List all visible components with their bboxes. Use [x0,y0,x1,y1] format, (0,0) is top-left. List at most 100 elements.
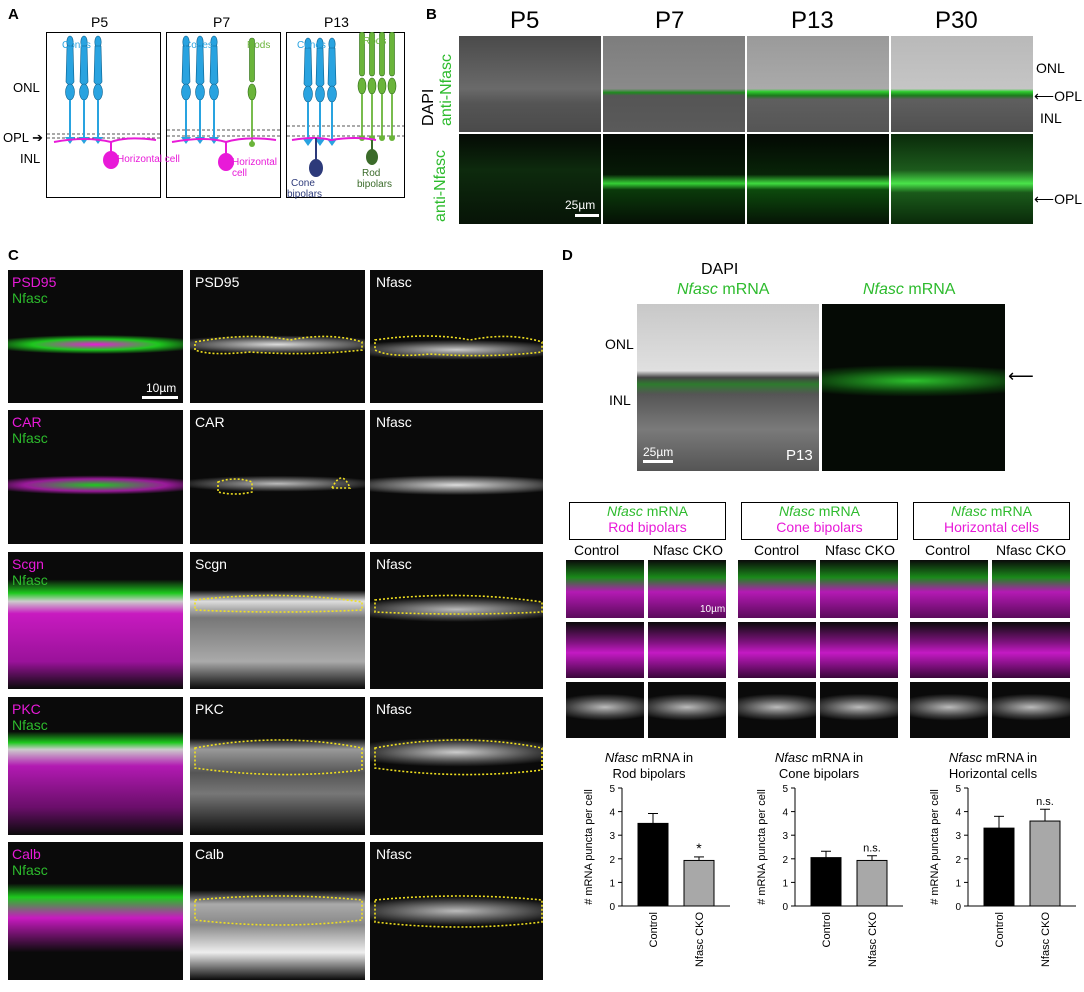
chart3-svg: 0 1 2 3 4 5 # mRNA puncta per cell Control Nfasc… [929,784,1076,967]
c-r3-nfasc-label: Nfasc [376,556,412,572]
d-small-img-r1-c5 [910,560,988,618]
a-horizontal-p7: Horizontal [232,157,278,168]
d-g3-cko: Nfasc CKO [996,542,1067,558]
panel-c-letter: C [8,247,19,264]
d-small-img-r1-c2 [648,560,726,618]
c-r3-merge-top: Scgn [12,556,44,572]
y-tick-label: 2 [609,855,615,866]
c-r2-nfasc-label: Nfasc [376,414,412,430]
x-tick-label: Nfasc CKO [694,912,706,967]
a-opl-label: OPL ➔ [3,130,44,145]
c-r2-nfasc [370,410,543,544]
a-rod-bipolars-1: Rod [362,168,381,179]
d-onl-label: ONL [605,336,634,352]
a-cone-bipolars-2: bipolars [287,189,323,200]
a-cones-p5: Cones [62,40,91,51]
d-g1-control: Control [574,542,620,558]
panel-a-diagram [46,32,405,198]
y-tick-label: 1 [609,878,615,889]
d-group1-box: Nfasc mRNA Rod bipolars [569,502,726,540]
a-cones-p7: Cones [184,40,213,51]
y-tick-label: 3 [609,831,615,842]
y-tick-label: 0 [609,902,615,913]
d-g2-control: Control [754,542,800,558]
y-tick-label: 0 [955,902,961,913]
y-tick-label: 5 [609,784,615,795]
d-scale-label: 25µm [643,445,674,459]
d-small-img-r2-c2 [648,622,726,678]
x-tick-label: Control [821,912,833,947]
c-r1-nfasc [370,270,543,403]
c-r3-nfasc [370,552,543,689]
d-small-img-r2-c5 [910,622,988,678]
c-r2-merge-top: CAR [12,414,42,430]
d-group2-box: Nfasc mRNA Cone bipolars [741,502,898,540]
chart1-title: Nfasc mRNA in Rod bipolars [604,750,694,781]
c-r3-single-label: Scgn [195,556,227,572]
d-inl-label: INL [609,392,631,408]
d-small-img-r2-c4 [820,622,898,678]
y-axis-label: # mRNA puncta per cell [929,789,941,905]
bar-cko [856,859,888,907]
b-scale-label: 25µm [565,198,596,212]
b-dapi-label: DAPI [420,88,437,126]
b-opl-label: ⟵OPL [1034,88,1083,104]
c-r2-merge-bottom: Nfasc [12,430,48,446]
d-small-img-r2-c3 [738,622,816,678]
x-tick-label: Control [994,912,1006,947]
d-small-img-r3-c1 [566,682,644,738]
b-img-p7-bottom [603,134,745,224]
y-tick-label: 4 [782,808,788,819]
d-scale-bar [643,460,673,463]
x-tick-label: Nfasc CKO [867,912,879,967]
y-tick-label: 3 [955,831,961,842]
b-age-p30: P30 [935,7,978,34]
c-r5-nfasc-label: Nfasc [376,846,412,862]
c-r4-nfasc-label: Nfasc [376,701,412,717]
b-age-p7: P7 [655,7,685,34]
b-scale-bar [575,214,599,217]
d-small-img-r2-c1 [566,622,644,678]
d-g1-cko: Nfasc CKO [653,542,724,558]
c-r4-single [190,697,365,835]
c-scale-bar [142,396,178,399]
c-r4-merge [8,697,183,835]
c-r3-single [190,552,365,689]
b-age-p13: P13 [791,7,834,34]
y-tick-label: 1 [782,878,788,889]
d-small-img-r1-c1 [566,560,644,618]
b-img-p5-bottom [459,134,601,224]
d-small-img-r3-c3 [738,682,816,738]
bar-control [810,857,842,907]
c-r4-merge-top: PKC [12,701,41,717]
d-group1-line1: Nfasc mRNA [607,503,688,519]
chart2-title: Nfasc mRNA in Cone bipolars [774,750,864,781]
c-r5-merge-bottom: Nfasc [12,862,48,878]
d-g3-control: Control [925,542,971,558]
d-small-img-r3-c6 [992,682,1070,738]
b-img-p7-top [603,36,745,132]
b-img-p13-bottom [747,134,889,224]
c-r5-single [190,842,365,980]
significance-label: n.s. [863,843,881,855]
d-group2-line2: Cone bipolars [776,519,863,535]
significance-label: n.s. [1036,796,1054,808]
b-opl2-label: ⟵OPL [1034,191,1083,207]
panel-d-letter: D [562,247,573,264]
a-cell-p7: cell [232,168,248,179]
d-dapi-label: DAPI [701,261,739,278]
d-group3-line1: Nfasc mRNA [951,503,1032,519]
c-r5-nfasc [370,842,543,980]
d-img-merge [637,304,819,471]
a-rods-p7: Rods [247,40,271,51]
d-small-scale-label: 10µm [700,604,726,615]
c-dotted-outlines [194,335,543,928]
b-inl-label: INL [1040,110,1062,126]
a-horizontal-p5: Horizontal cell [117,154,180,165]
c-scale-label: 10µm [146,381,177,395]
x-tick-label: Control [648,912,660,947]
y-tick-label: 5 [955,784,961,795]
d-mrna-label: Nfasc mRNA [863,281,956,298]
c-r4-merge-bottom: Nfasc [12,717,48,733]
c-r3-merge [8,552,183,689]
